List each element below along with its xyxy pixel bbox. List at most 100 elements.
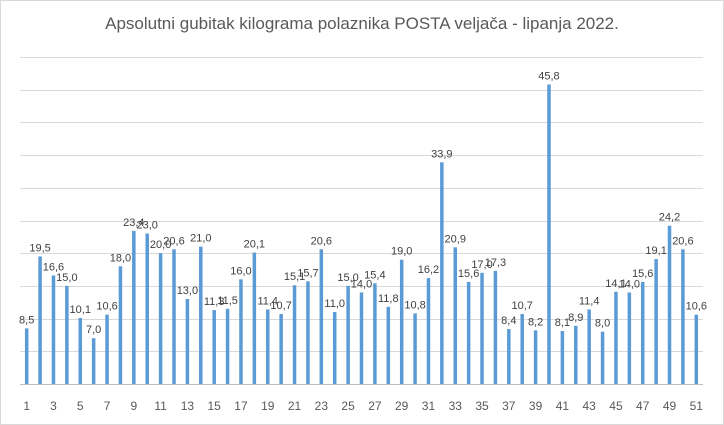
x-tick-label: 1 [23, 399, 30, 413]
bar-19 [266, 309, 270, 384]
x-tick-label: 7 [104, 399, 111, 413]
data-label-38: 10,7 [511, 300, 532, 312]
x-tick-label: 47 [636, 399, 650, 413]
x-tick-label: 43 [582, 399, 596, 413]
bar-17 [239, 279, 243, 384]
x-tick-label: 19 [261, 399, 275, 413]
data-label-34: 15,6 [458, 268, 479, 280]
bar-42 [574, 325, 578, 384]
data-label-7: 10,6 [96, 301, 117, 313]
data-label-10: 23,0 [137, 220, 158, 232]
bar-43 [587, 309, 591, 384]
data-label-35: 17,0 [471, 259, 492, 271]
data-label-2: 19,5 [29, 242, 50, 254]
data-label-32: 33,9 [431, 148, 452, 160]
data-label-4: 15,0 [56, 272, 77, 284]
x-tick-label: 51 [690, 399, 704, 413]
data-label-17: 16,0 [230, 265, 251, 277]
bar-32 [440, 162, 444, 384]
bar-9 [132, 230, 136, 384]
data-label-23: 20,6 [311, 235, 332, 247]
data-label-46: 14,0 [619, 278, 640, 290]
bar-47 [640, 281, 645, 384]
bar-29 [399, 259, 404, 384]
x-tick-label: 23 [315, 399, 329, 413]
data-label-19: 11,4 [257, 295, 278, 307]
data-label-18: 20,1 [244, 239, 265, 251]
data-label-25: 15,0 [337, 272, 358, 284]
x-tick-label: 41 [556, 399, 570, 413]
data-label-30: 10,8 [404, 299, 425, 311]
bar-23 [319, 249, 324, 384]
bar-46 [627, 292, 632, 384]
data-label-3: 16,6 [43, 261, 64, 273]
bar-38 [520, 314, 524, 384]
x-tick-label: 33 [449, 399, 463, 413]
data-label-5: 10,1 [70, 304, 91, 316]
bar-21 [292, 285, 297, 384]
bar-33 [453, 247, 457, 384]
data-label-27: 15,4 [364, 269, 385, 281]
data-label-44: 8,0 [595, 318, 610, 330]
data-label-41: 8,1 [555, 317, 570, 329]
x-tick-label: 27 [368, 399, 382, 413]
bar-27 [373, 283, 377, 384]
x-tick-label: 3 [50, 399, 57, 413]
x-tick-label: 5 [77, 399, 84, 413]
x-tick-label: 45 [609, 399, 623, 413]
bar-16 [225, 308, 230, 384]
data-label-33: 20,9 [445, 233, 466, 245]
bar-18 [252, 252, 257, 384]
data-label-48: 19,1 [645, 245, 666, 257]
bar-40 [547, 84, 551, 384]
x-tick-label: 35 [475, 399, 489, 413]
bar-11 [158, 253, 163, 384]
data-label-45: 14,1 [605, 278, 626, 290]
bar-41 [560, 331, 565, 384]
bar-35 [480, 272, 484, 384]
bar-44 [600, 331, 605, 384]
bar-8 [118, 266, 123, 384]
data-label-29: 19,0 [391, 246, 412, 258]
x-tick-label: 17 [234, 399, 248, 413]
x-tick-label: 9 [130, 399, 137, 413]
bar-24 [332, 312, 337, 384]
data-label-21: 15,1 [284, 271, 305, 283]
data-label-15: 11,3 [204, 296, 225, 308]
bar-3 [51, 275, 56, 384]
x-tick-label: 29 [395, 399, 409, 413]
bar-15 [212, 310, 216, 384]
data-label-51: 10,6 [686, 301, 707, 313]
bar-36 [493, 270, 498, 384]
data-label-40: 45,8 [538, 70, 559, 82]
bar-2 [38, 256, 42, 384]
data-label-16: 11,5 [217, 295, 238, 307]
data-label-47: 15,6 [632, 268, 653, 280]
data-label-22: 15,7 [297, 267, 318, 279]
data-label-36: 17,3 [485, 257, 506, 269]
bar-7 [105, 314, 109, 384]
bar-20 [279, 314, 283, 384]
data-label-42: 8,9 [568, 312, 583, 324]
bar-10 [145, 233, 149, 384]
x-tick-label: 11 [154, 399, 167, 413]
data-label-11: 20,0 [150, 239, 171, 251]
chart-title: Apsolutni gubitak kilograma polaznika PO… [105, 14, 619, 33]
x-tick-label: 37 [502, 399, 516, 413]
bar-37 [507, 329, 511, 384]
bar-12 [172, 249, 176, 384]
bar-48 [654, 259, 658, 384]
bar-5 [78, 317, 83, 384]
x-tick-label: 15 [208, 399, 222, 413]
bar-50 [681, 249, 685, 384]
data-label-43: 11,4 [579, 295, 600, 307]
data-label-26: 14,0 [351, 278, 372, 290]
data-label-20: 10,7 [270, 300, 291, 312]
bar-14 [199, 246, 203, 384]
bar-30 [413, 313, 417, 384]
data-label-14: 21,0 [190, 233, 211, 245]
x-tick-label: 21 [288, 399, 302, 413]
data-label-31: 16,2 [418, 264, 439, 276]
bar-22 [306, 281, 310, 384]
